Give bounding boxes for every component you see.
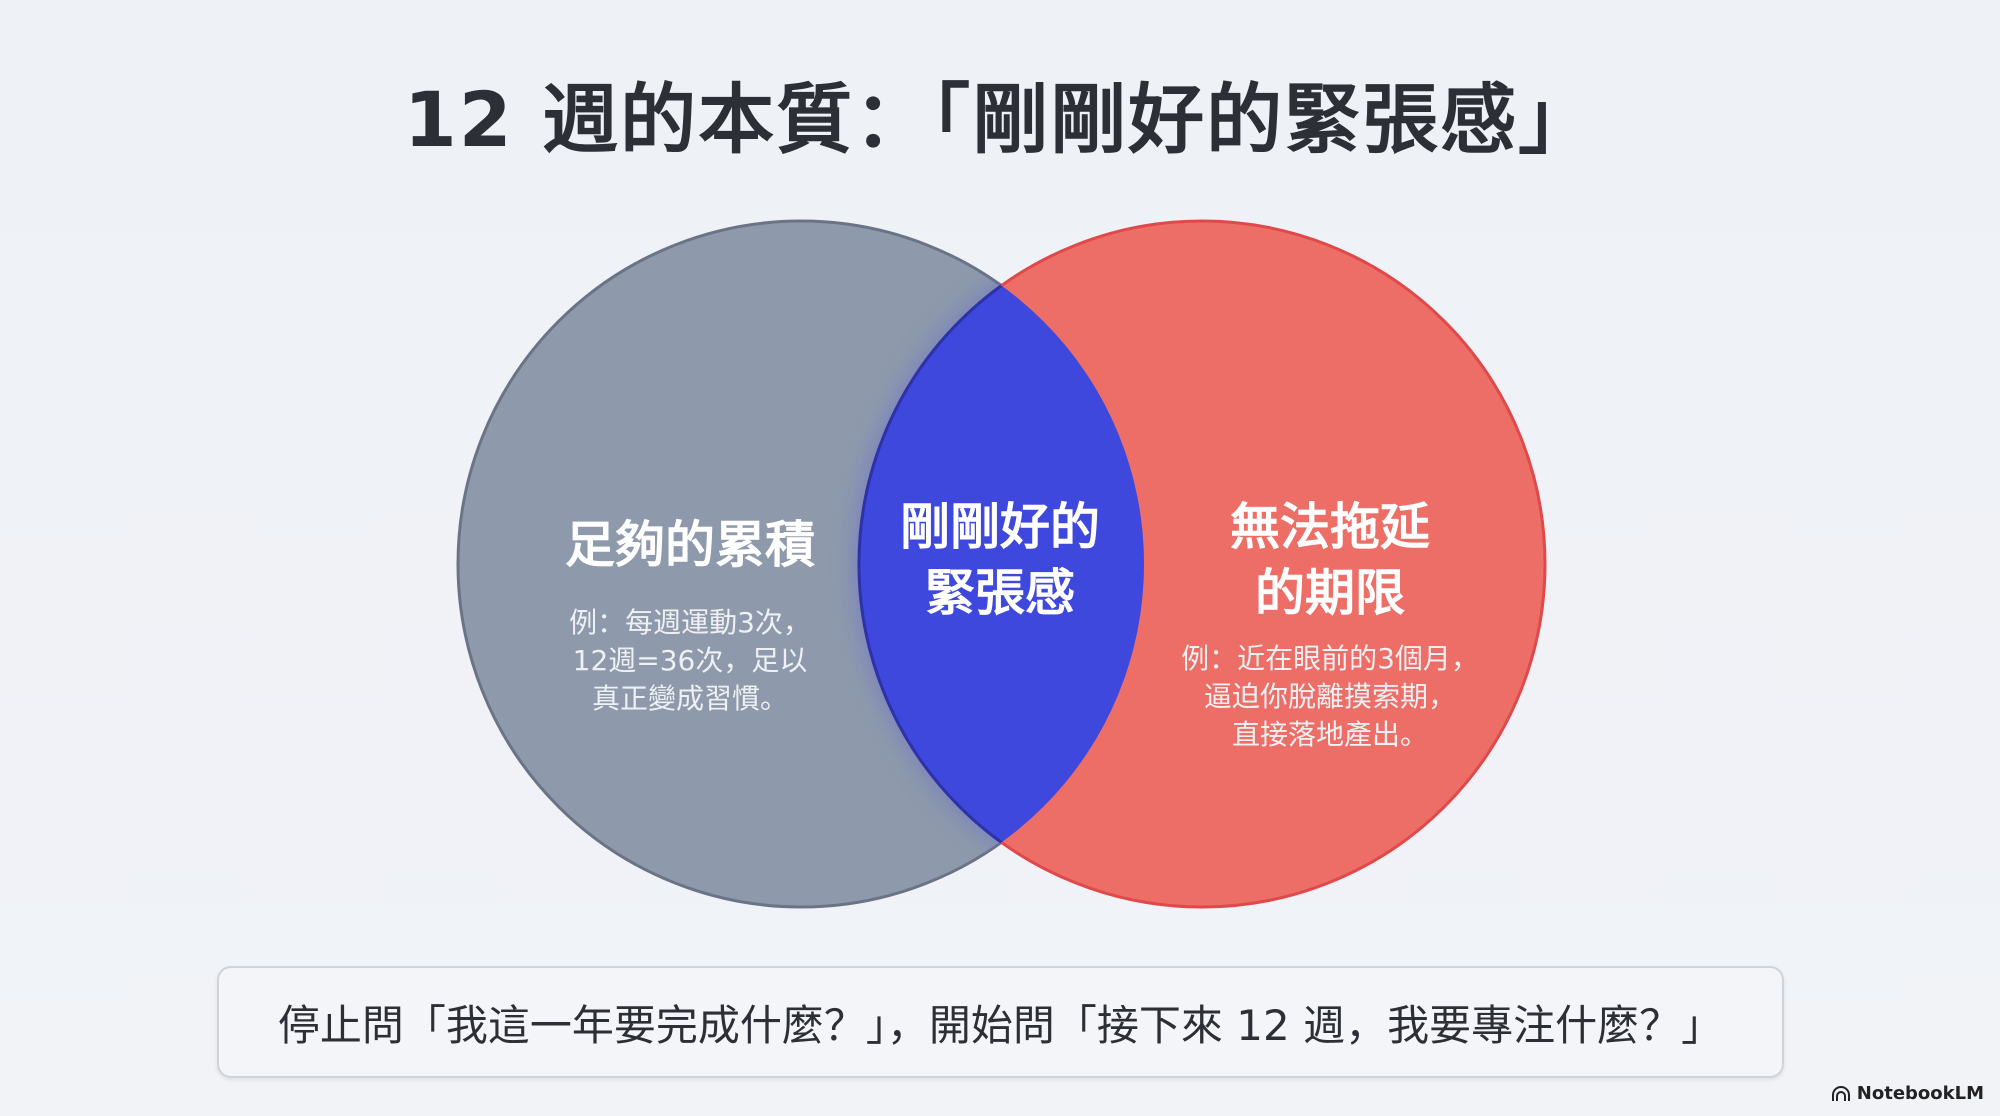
right-example-line: 逼迫你脫離摸索期， bbox=[1203, 680, 1456, 713]
right-heading-line: 無法拖延 bbox=[1230, 498, 1430, 556]
left-label: 足夠的累積 例：每週運動3次， 12週=36次，足以 真正變成習慣。 bbox=[500, 512, 880, 718]
right-example-line: 直接落地產出。 bbox=[1231, 718, 1428, 751]
left-example-line: 12週=36次，足以 bbox=[572, 644, 808, 677]
right-example: 例：近在眼前的3個月， 逼迫你脫離摸索期， 直接落地產出。 bbox=[1130, 640, 1530, 754]
notebooklm-icon bbox=[1831, 1085, 1850, 1101]
center-label: 剛剛好的 緊張感 bbox=[860, 494, 1140, 626]
left-heading: 足夠的累積 bbox=[565, 516, 815, 574]
center-heading-line: 緊張感 bbox=[925, 564, 1075, 622]
brand-name: NotebookLM bbox=[1856, 1083, 1984, 1104]
brand-logo: NotebookLM bbox=[1831, 1083, 1984, 1104]
right-heading-line: 的期限 bbox=[1255, 564, 1405, 622]
right-label: 無法拖延 的期限 例：近在眼前的3個月， 逼迫你脫離摸索期， 直接落地產出。 bbox=[1130, 494, 1530, 754]
overlap-region bbox=[857, 221, 1144, 907]
footer-callout: 停止問「我這一年要完成什麼？」，開始問「接下來 12 週，我要專注什麼？」 bbox=[217, 966, 1784, 1078]
page-title: 12 週的本質：「剛剛好的緊張感」 bbox=[403, 75, 1597, 164]
right-example-line: 例：近在眼前的3個月， bbox=[1181, 642, 1479, 675]
left-example-line: 例：每週運動3次， bbox=[569, 606, 811, 639]
left-example: 例：每週運動3次， 12週=36次，足以 真正變成習慣。 bbox=[500, 604, 880, 718]
left-example-line: 真正變成習慣。 bbox=[591, 682, 788, 715]
center-heading-line: 剛剛好的 bbox=[900, 498, 1100, 556]
footer-text: 停止問「我這一年要完成什麼？」，開始問「接下來 12 週，我要專注什麼？」 bbox=[277, 1000, 1724, 1050]
